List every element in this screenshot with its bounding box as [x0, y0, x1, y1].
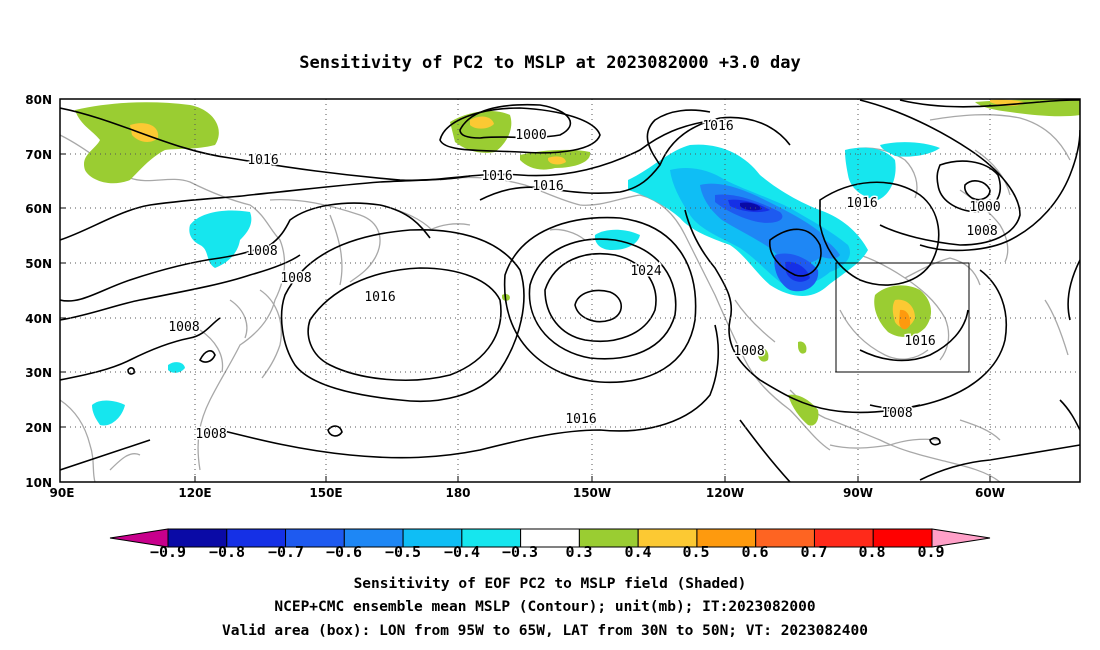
colorbar-label: 0.4: [624, 543, 651, 561]
contour-labels: 1000 1016 1016 1016 1016 1008 1008 1016 …: [167, 118, 1002, 444]
contour-label: 1000: [969, 200, 1000, 215]
contour-label: 1008: [966, 224, 997, 239]
lat-label: 40N: [25, 312, 52, 326]
colorbar-label: 0.5: [682, 543, 709, 561]
caption: Sensitivity of EOF PC2 to MSLP field (Sh…: [222, 576, 868, 639]
caption-line-3: Valid area (box): LON from 95W to 65W, L…: [222, 623, 868, 639]
contour-label: 1016: [532, 179, 563, 194]
lat-label: 10N: [25, 476, 52, 490]
contour-label: 1016: [364, 290, 395, 305]
lon-label: 90W: [843, 486, 873, 500]
contour-label: 1008: [246, 244, 277, 259]
lon-label: 60W: [975, 486, 1005, 500]
colorbar-label: 0.3: [565, 543, 592, 561]
contour-label: 1008: [195, 427, 226, 442]
mslp-contours: [60, 99, 1080, 482]
contour-label: 1016: [565, 412, 596, 427]
contour-label: 1008: [168, 320, 199, 335]
contour-label-extra: 1008: [881, 406, 912, 421]
contour-label: 1016: [702, 119, 733, 134]
lat-label: 20N: [25, 421, 52, 435]
colorbar-label: −0.7: [268, 543, 304, 561]
colorbar-label: 0.7: [800, 543, 827, 561]
colorbar-label: −0.4: [444, 543, 480, 561]
lat-label: 60N: [25, 202, 52, 216]
map-title: Sensitivity of PC2 to MSLP at 2023082000…: [299, 53, 801, 73]
contour-label: 1016: [481, 169, 512, 184]
contour-label: 1008: [733, 344, 764, 359]
lon-label: 90E: [50, 486, 75, 500]
longitude-labels: 90E 120E 150E 180 150W 120W 90W 60W: [50, 486, 1005, 500]
colorbar-label: −0.6: [326, 543, 362, 561]
lat-label: 50N: [25, 257, 52, 271]
colorbar-label: −0.3: [502, 543, 538, 561]
contour-label: 1008: [280, 271, 311, 286]
colorbar-label: 0.9: [917, 543, 944, 561]
colorbar-label: 0.8: [858, 543, 885, 561]
lat-label: 30N: [25, 366, 52, 380]
contour-label: 1016: [904, 334, 935, 349]
lon-label: 120W: [706, 486, 744, 500]
colorbar-high-arrow: [931, 528, 991, 548]
lon-label: 150W: [573, 486, 611, 500]
sensitivity-shading: [75, 99, 1080, 426]
colorbar-label: −0.5: [385, 543, 421, 561]
lon-label: 150E: [309, 486, 342, 500]
contour-label: 1016: [247, 153, 278, 168]
ticks: [60, 98, 991, 483]
lat-label: 70N: [25, 148, 52, 162]
lon-label: 120E: [178, 486, 211, 500]
lat-label: 80N: [25, 93, 52, 107]
caption-line-1: Sensitivity of EOF PC2 to MSLP field (Sh…: [354, 576, 747, 592]
valid-area-box: [835, 262, 970, 373]
map-frame: [59, 98, 1081, 483]
contour-label: 1024: [630, 264, 661, 279]
colorbar-label: 0.6: [741, 543, 768, 561]
caption-line-2: NCEP+CMC ensemble mean MSLP (Contour); u…: [274, 599, 815, 615]
colorbar: −0.9 −0.8 −0.7 −0.6 −0.5 −0.4 −0.3 0.3 0…: [109, 528, 991, 561]
colorbar-label: −0.9: [150, 543, 186, 561]
contour-label: 1000: [515, 128, 546, 143]
latitude-labels: 80N 70N 60N 50N 40N 30N 20N 10N: [25, 93, 52, 490]
colorbar-label: −0.8: [209, 543, 245, 561]
contour-label: 1016: [846, 196, 877, 211]
lon-label: 180: [445, 486, 470, 500]
